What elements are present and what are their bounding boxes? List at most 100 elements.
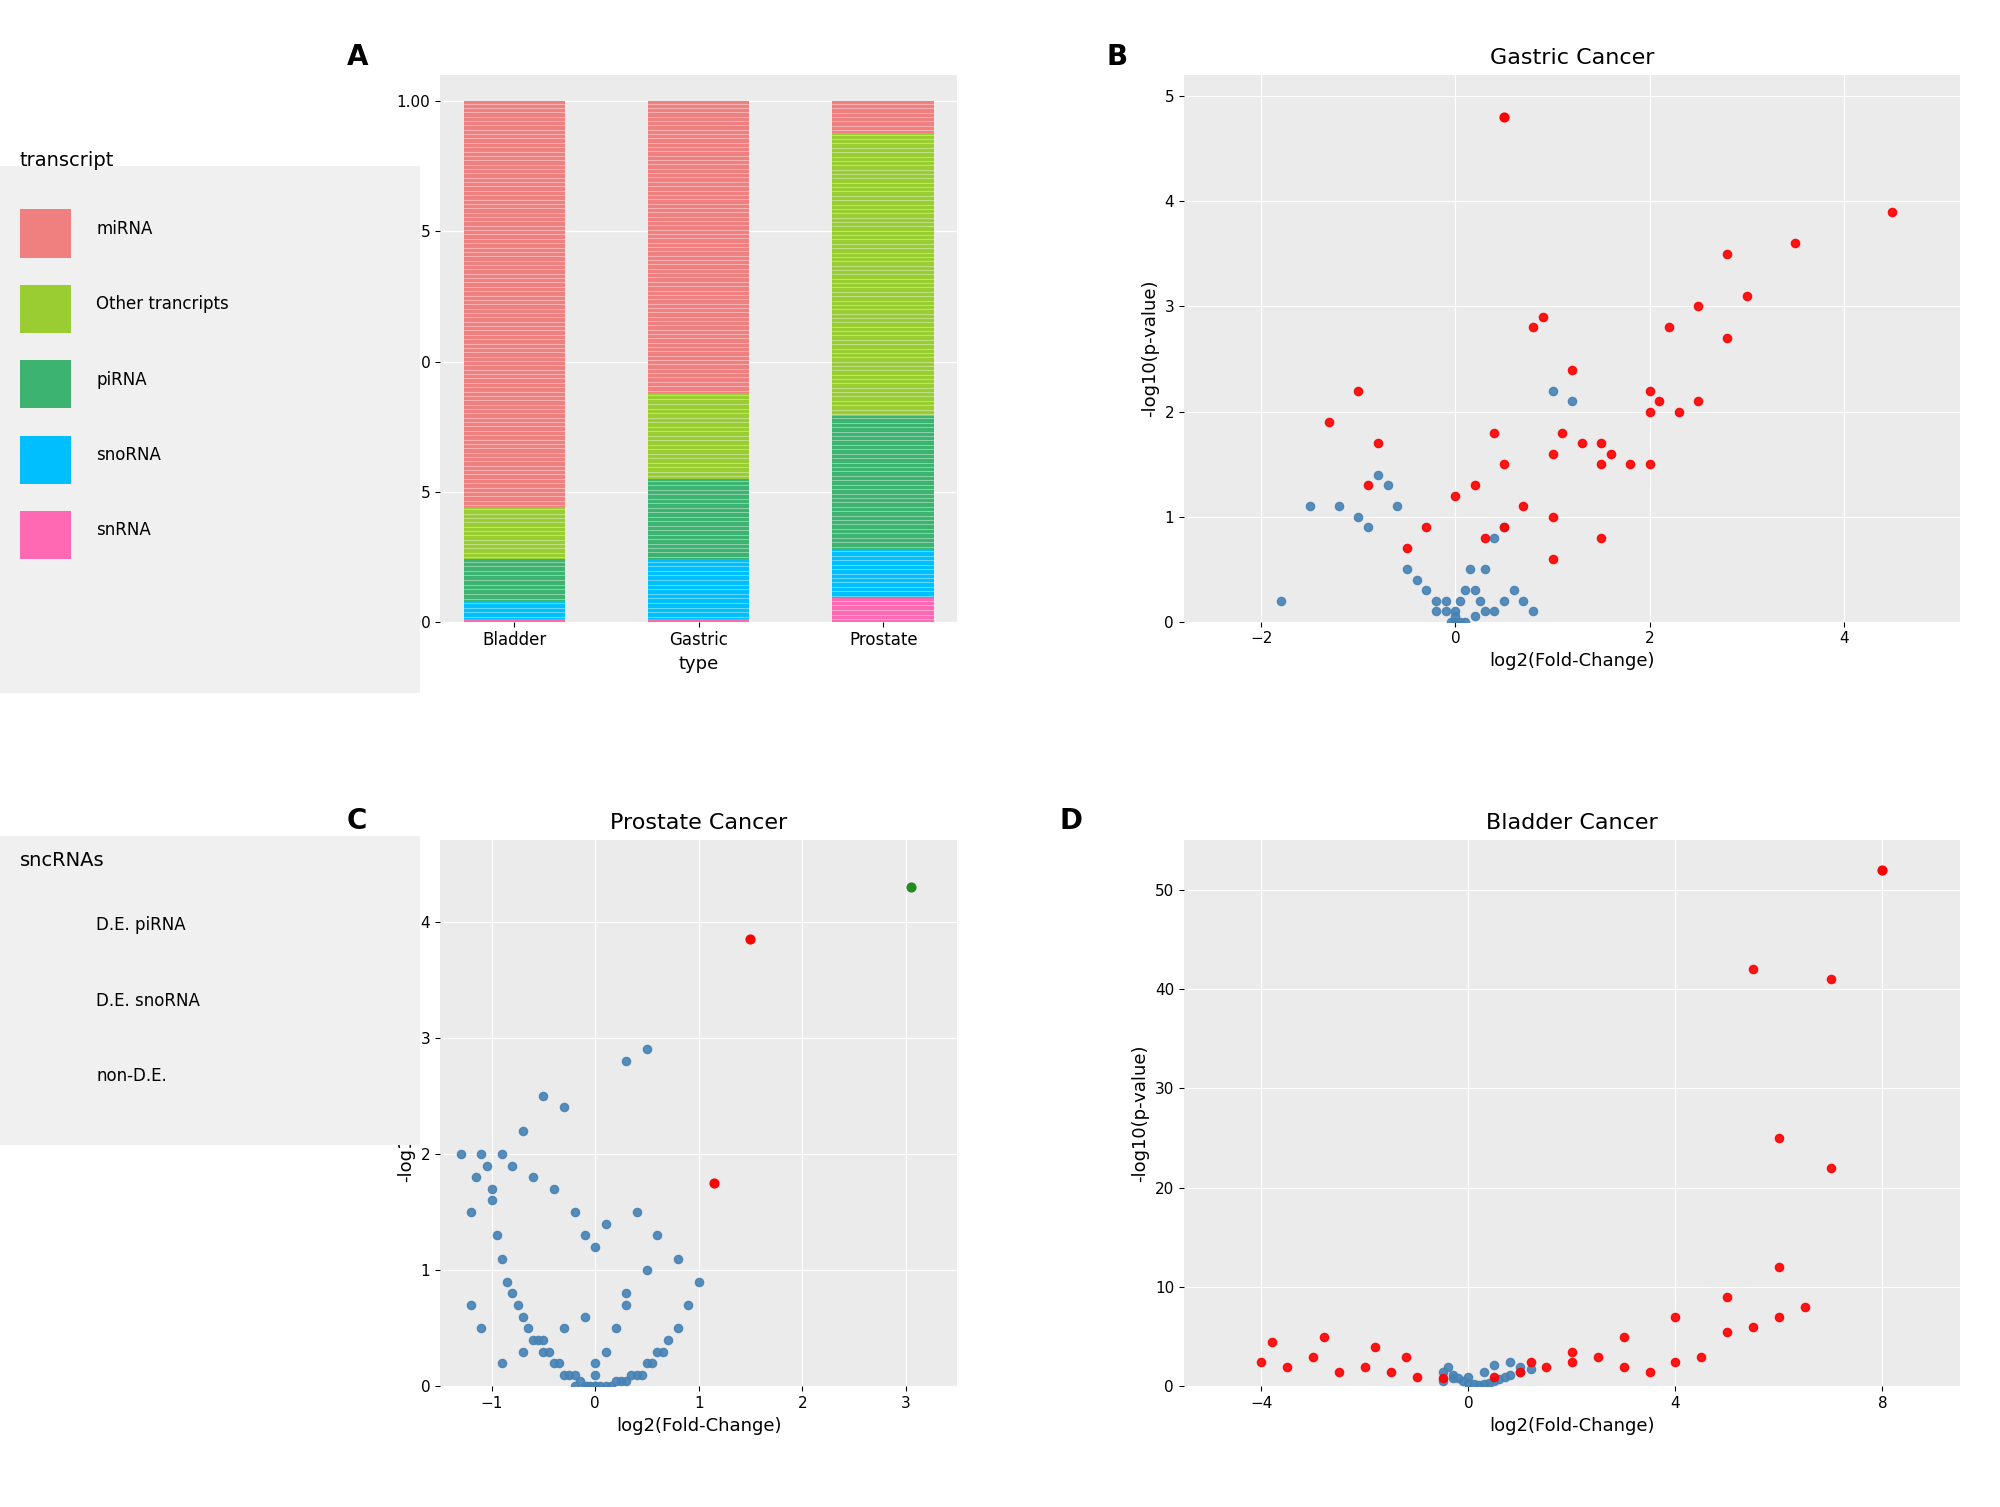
Bar	[648, 393, 750, 479]
Point	[1478, 420, 1510, 445]
Point	[1246, 1350, 1278, 1374]
Point	[590, 1212, 622, 1236]
Point	[486, 1246, 518, 1270]
Point	[1556, 1350, 1588, 1374]
Point	[1430, 600, 1462, 624]
Point	[1468, 1359, 1500, 1383]
Point	[1308, 1325, 1340, 1349]
Point	[1444, 610, 1476, 634]
Point	[1788, 1295, 1820, 1319]
Point	[568, 1374, 600, 1398]
Point	[518, 1165, 550, 1189]
Bar	[464, 101, 564, 508]
Text: Other trancripts: Other trancripts	[96, 295, 228, 313]
Point	[662, 1246, 694, 1270]
Text: D: D	[1060, 808, 1082, 835]
Point	[538, 1352, 570, 1376]
Point	[1314, 410, 1346, 434]
Text: piRNA: piRNA	[96, 371, 146, 389]
Bar	[464, 619, 564, 622]
Point	[1362, 431, 1394, 455]
Point	[1440, 610, 1472, 634]
Point	[1518, 600, 1550, 624]
Point	[1634, 399, 1666, 423]
Point	[1644, 389, 1676, 413]
Point	[506, 1118, 538, 1142]
Point	[620, 1362, 652, 1386]
Bar	[464, 559, 564, 601]
Point	[1362, 463, 1394, 487]
Point	[1514, 1356, 1546, 1380]
Point	[1586, 526, 1618, 550]
Point	[1484, 1367, 1516, 1391]
Point	[1390, 536, 1422, 561]
Point	[1586, 431, 1618, 455]
Point	[630, 1352, 662, 1376]
Point	[1450, 579, 1482, 603]
X-axis label: log2(Fold-Change): log2(Fold-Change)	[1490, 653, 1654, 671]
Point	[1432, 1355, 1464, 1379]
Point	[1452, 1364, 1484, 1388]
Point	[30, 916, 62, 940]
Point	[1494, 1362, 1526, 1386]
Point	[518, 1328, 550, 1352]
Point	[1536, 547, 1568, 571]
Point	[1738, 957, 1770, 981]
Point	[30, 1067, 62, 1091]
Point	[528, 1328, 560, 1352]
Point	[502, 1293, 534, 1317]
Point	[480, 1224, 512, 1248]
Point	[1458, 473, 1490, 497]
Point	[1594, 442, 1626, 466]
Point	[1468, 558, 1500, 582]
Point	[568, 1224, 600, 1248]
Bar	[648, 479, 750, 559]
Point	[512, 1316, 544, 1340]
Point	[1420, 600, 1452, 624]
Point	[610, 1281, 642, 1305]
Point	[1426, 1370, 1458, 1394]
Point	[1712, 243, 1744, 267]
Bar	[832, 101, 934, 133]
Point	[470, 1153, 502, 1177]
Point	[1634, 1359, 1666, 1383]
Point	[1454, 558, 1486, 582]
Point	[1458, 604, 1490, 628]
Bar	[832, 598, 934, 622]
Point	[496, 1153, 528, 1177]
Point	[894, 874, 926, 898]
Point	[1738, 1314, 1770, 1338]
Point	[1614, 452, 1646, 476]
Point	[1762, 1126, 1794, 1150]
Point	[476, 1177, 508, 1201]
Point	[444, 1142, 476, 1166]
Point	[1448, 1370, 1480, 1394]
Point	[1530, 1355, 1562, 1379]
Point	[1478, 526, 1510, 550]
Point	[570, 1374, 602, 1398]
Point	[1360, 1335, 1392, 1359]
Text: sncRNAs: sncRNAs	[20, 851, 104, 871]
Point	[1352, 473, 1384, 497]
Point	[1436, 1367, 1468, 1391]
Point	[476, 1189, 508, 1213]
Point	[1390, 558, 1422, 582]
Point	[1372, 473, 1404, 497]
Point	[1436, 1362, 1468, 1386]
Point	[1814, 1156, 1846, 1180]
Point	[1410, 579, 1442, 603]
Point	[1608, 1355, 1640, 1379]
Point	[1426, 1359, 1458, 1383]
Point	[1410, 515, 1442, 540]
Point	[1478, 1353, 1510, 1377]
Point	[466, 1142, 498, 1166]
Point	[466, 1316, 498, 1340]
Point	[548, 1362, 580, 1386]
Point	[456, 1293, 488, 1317]
Point	[1452, 1371, 1484, 1395]
Point	[522, 1328, 554, 1352]
Point	[1478, 1364, 1510, 1388]
Point	[486, 1352, 518, 1376]
Point	[1652, 315, 1684, 339]
Point	[1458, 579, 1490, 603]
